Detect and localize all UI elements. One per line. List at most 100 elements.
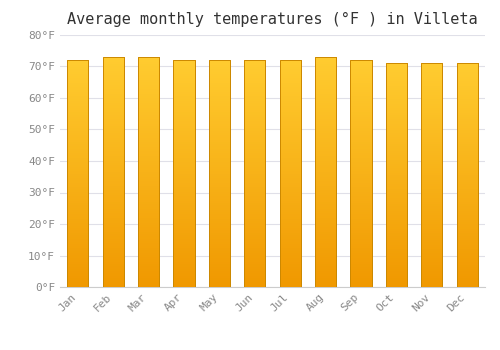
Bar xyxy=(244,276,266,278)
Bar xyxy=(280,117,301,119)
Bar xyxy=(174,137,195,140)
Bar xyxy=(244,110,266,112)
Bar xyxy=(386,135,407,137)
Bar xyxy=(315,167,336,170)
Bar xyxy=(350,196,372,198)
Bar xyxy=(138,60,159,62)
Bar xyxy=(421,102,442,104)
Bar xyxy=(67,137,88,140)
Bar xyxy=(102,145,124,147)
Bar xyxy=(67,101,88,103)
Bar xyxy=(244,217,266,219)
Bar xyxy=(350,167,372,169)
Bar xyxy=(386,242,407,245)
Bar xyxy=(138,105,159,108)
Bar xyxy=(174,131,195,133)
Bar xyxy=(102,135,124,138)
Bar xyxy=(102,112,124,114)
Bar xyxy=(315,197,336,199)
Bar xyxy=(244,80,266,83)
Bar xyxy=(280,285,301,287)
Bar xyxy=(421,119,442,121)
Bar xyxy=(102,232,124,234)
Bar xyxy=(456,79,478,81)
Bar xyxy=(280,215,301,217)
Bar xyxy=(67,244,88,246)
Bar xyxy=(244,137,266,140)
Bar xyxy=(67,183,88,185)
Bar xyxy=(280,205,301,208)
Bar xyxy=(421,180,442,182)
Bar xyxy=(386,260,407,262)
Bar xyxy=(421,164,442,166)
Bar xyxy=(209,264,230,267)
Bar xyxy=(67,172,88,174)
Bar xyxy=(456,197,478,200)
Bar xyxy=(421,182,442,184)
Bar xyxy=(280,196,301,198)
Bar xyxy=(174,146,195,149)
Bar xyxy=(244,88,266,90)
Bar xyxy=(138,181,159,183)
Bar xyxy=(209,137,230,140)
Bar xyxy=(350,65,372,67)
Bar xyxy=(244,92,266,94)
Bar xyxy=(138,248,159,250)
Bar xyxy=(280,276,301,278)
Bar xyxy=(456,202,478,204)
Bar xyxy=(102,227,124,230)
Bar xyxy=(67,60,88,62)
Bar xyxy=(386,258,407,260)
Bar xyxy=(350,185,372,187)
Bar xyxy=(280,264,301,267)
Bar xyxy=(102,133,124,135)
Bar xyxy=(315,89,336,92)
Bar xyxy=(386,144,407,146)
Bar xyxy=(350,146,372,149)
Bar xyxy=(67,201,88,203)
Bar xyxy=(280,194,301,196)
Bar xyxy=(421,262,442,265)
Bar xyxy=(244,226,266,228)
Bar xyxy=(209,251,230,253)
Bar xyxy=(174,208,195,210)
Bar xyxy=(67,126,88,128)
Bar xyxy=(209,62,230,65)
Bar xyxy=(386,186,407,189)
Bar xyxy=(209,285,230,287)
Bar xyxy=(386,126,407,128)
Bar xyxy=(102,268,124,271)
Bar xyxy=(421,204,442,206)
Bar xyxy=(280,278,301,280)
Bar xyxy=(350,232,372,235)
Bar xyxy=(67,92,88,94)
Bar xyxy=(350,267,372,269)
Bar xyxy=(350,142,372,144)
Bar xyxy=(421,231,442,233)
Bar xyxy=(244,101,266,103)
Bar xyxy=(67,146,88,149)
Bar xyxy=(138,121,159,124)
Bar xyxy=(138,163,159,165)
Bar xyxy=(174,178,195,180)
Bar xyxy=(67,115,88,117)
Bar xyxy=(102,193,124,195)
Bar xyxy=(350,183,372,185)
Bar xyxy=(350,80,372,83)
Bar xyxy=(244,244,266,246)
Bar xyxy=(421,245,442,247)
Bar xyxy=(315,236,336,239)
Bar xyxy=(174,253,195,255)
Bar xyxy=(209,83,230,85)
Bar xyxy=(456,94,478,97)
Bar xyxy=(350,160,372,162)
Bar xyxy=(456,251,478,253)
Bar xyxy=(456,88,478,90)
Bar xyxy=(67,67,88,69)
Bar xyxy=(280,158,301,160)
Bar xyxy=(386,70,407,72)
Bar xyxy=(421,110,442,113)
Bar xyxy=(421,265,442,267)
Bar xyxy=(421,216,442,218)
Bar xyxy=(209,103,230,106)
